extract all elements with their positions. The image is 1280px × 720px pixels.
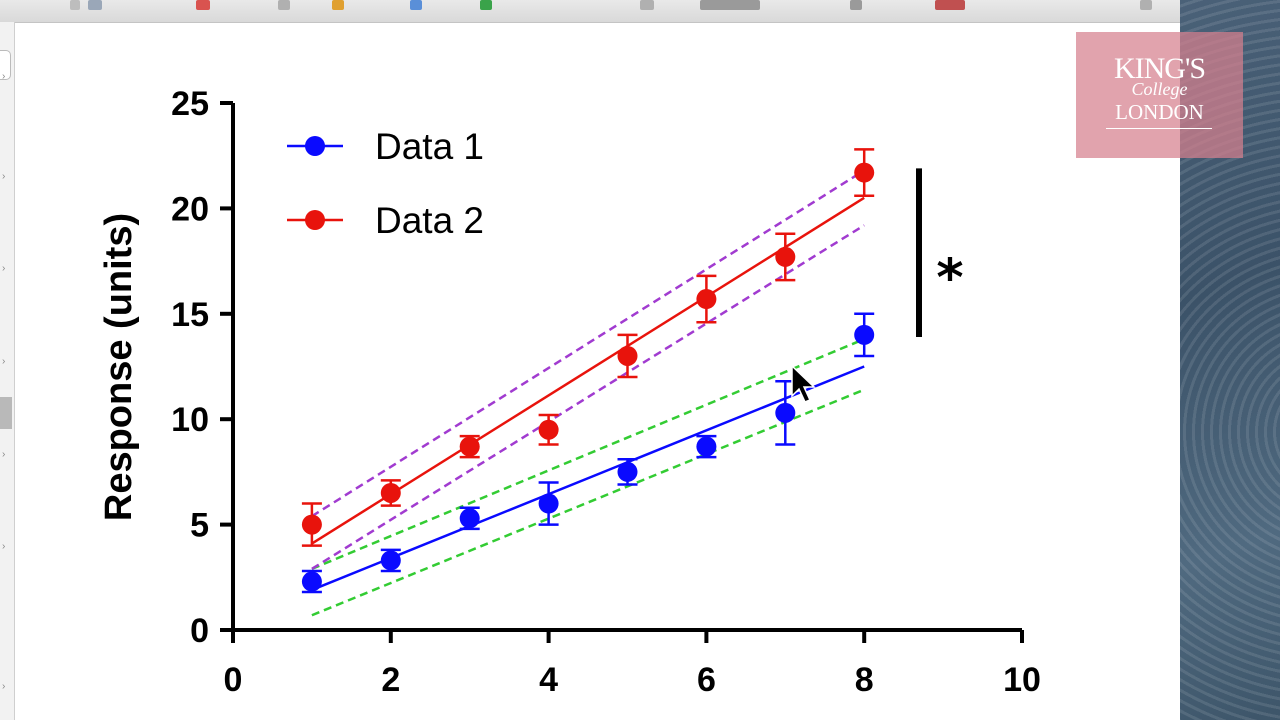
series-2-point: [459, 436, 480, 457]
mouse-cursor-icon: [791, 364, 816, 403]
series-2-legend-marker: [305, 210, 325, 230]
series-1-point: [538, 493, 559, 514]
chevron-right-icon[interactable]: ›: [2, 71, 6, 82]
x-tick-label: 8: [855, 661, 874, 699]
navigator-selected-item[interactable]: [0, 397, 12, 429]
series-1-point: [459, 508, 480, 529]
series-1-fit-line: [311, 365, 865, 592]
significance-annotation: *: [916, 168, 964, 337]
series-2-fit-line: [311, 196, 865, 545]
series-1-legend-label: Data 1: [375, 126, 484, 167]
series-1-point: [301, 571, 322, 592]
logo-line-2: College: [1131, 79, 1188, 99]
chart-legend: Data 1 Data 2: [287, 126, 484, 241]
series-2-point: [301, 514, 322, 535]
toolbar-icon[interactable]: [1140, 0, 1152, 10]
series-2-point: [538, 419, 559, 440]
x-tick-label: 4: [539, 661, 558, 699]
toolbar-icon[interactable]: [410, 0, 422, 10]
x-tick-label: 0: [224, 661, 243, 699]
significance-star: *: [936, 248, 963, 308]
toolbar-icon[interactable]: [196, 0, 210, 10]
series-1-confidence-upper: [311, 337, 865, 571]
regression-lines: [311, 196, 865, 592]
y-tick-label: 25: [171, 85, 209, 123]
series-1-point: [380, 550, 401, 571]
series-2-point: [854, 162, 875, 183]
series-1-point: [775, 402, 796, 423]
xy-scatter-chart: 0 2 4 6 8 10 0 5 10 15 20 25 Data 1 Data 2 * Respons…: [98, 85, 1041, 699]
chevron-right-icon[interactable]: ›: [2, 681, 6, 692]
confidence-bands: [311, 169, 865, 617]
toolbar-icon[interactable]: [700, 0, 760, 10]
cursor-arrow: [791, 364, 816, 403]
toolbar-icon[interactable]: [332, 0, 344, 10]
y-tick-label: 20: [171, 190, 209, 228]
series-2-point: [380, 482, 401, 503]
toolbar-icon[interactable]: [935, 0, 965, 10]
toolbar-icon[interactable]: [640, 0, 654, 10]
toolbar-icon[interactable]: [88, 0, 102, 10]
chevron-right-icon[interactable]: ›: [2, 171, 6, 182]
series-1-confidence-lower: [311, 388, 865, 617]
y-tick-label: 0: [190, 612, 209, 650]
series-1-point: [854, 324, 875, 345]
toolbar-icon[interactable]: [278, 0, 290, 10]
series-1-point: [696, 436, 717, 457]
chart-axes: 0 2 4 6 8 10 0 5 10 15 20 25: [171, 85, 1041, 699]
series-1-legend-marker: [305, 136, 325, 156]
series-1-point: [617, 461, 638, 482]
series-2-confidence-lower: [311, 224, 865, 570]
toolbar-icon[interactable]: [480, 0, 492, 10]
chevron-right-icon[interactable]: ›: [2, 541, 6, 552]
data-points: [301, 162, 875, 592]
toolbar-icon[interactable]: [850, 0, 862, 10]
chevron-right-icon[interactable]: ›: [2, 449, 6, 460]
series-2-confidence-upper: [311, 169, 865, 518]
navigator-tab[interactable]: [0, 50, 11, 80]
y-tick-label: 5: [190, 507, 209, 545]
series-2-point: [696, 289, 717, 310]
chevron-right-icon[interactable]: ›: [2, 356, 6, 367]
x-tick-label: 2: [381, 661, 400, 699]
kings-college-london-logo: KING'S College LONDON: [1076, 32, 1243, 158]
y-tick-label: 10: [171, 401, 209, 439]
logo-line-1: KING'S: [1113, 52, 1206, 85]
y-axis-title: Response (units): [98, 213, 140, 521]
logo-rule: [1106, 128, 1212, 129]
toolbar-icon[interactable]: [70, 0, 80, 10]
series-2-point: [775, 246, 796, 267]
chevron-right-icon[interactable]: ›: [2, 263, 6, 274]
y-tick-label: 15: [171, 296, 209, 334]
application-toolbar: [0, 0, 1180, 23]
x-tick-label: 6: [697, 661, 716, 699]
navigator-strip: › › › › › › ›: [0, 22, 15, 720]
logo-line-3: LONDON: [1115, 100, 1204, 124]
x-tick-label: 10: [1003, 661, 1041, 699]
series-2-legend-label: Data 2: [375, 200, 484, 241]
series-2-point: [617, 345, 638, 366]
